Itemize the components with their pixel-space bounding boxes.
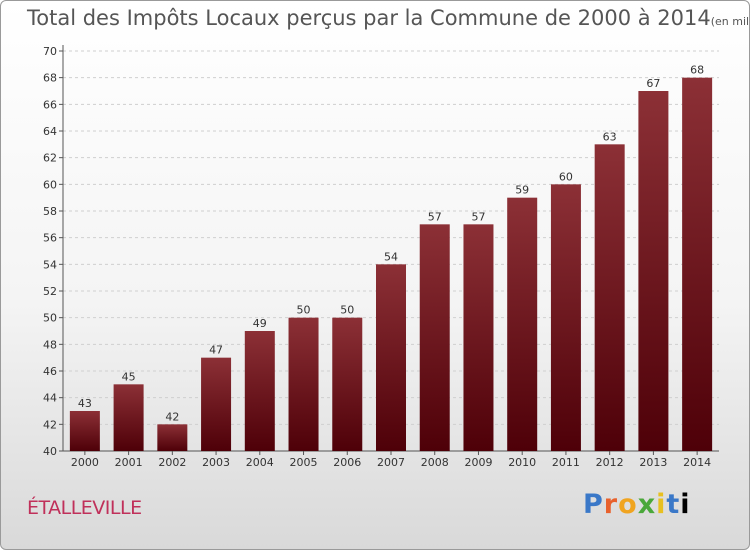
bar-2006	[332, 317, 363, 451]
x-tick-label-2002: 2002	[158, 456, 186, 469]
y-tick-label: 52	[43, 285, 57, 298]
y-tick-label: 48	[43, 338, 57, 351]
bar-2005	[288, 317, 319, 451]
x-tick-label-2011: 2011	[552, 456, 580, 469]
bar-2012	[594, 144, 625, 452]
bar-2007	[376, 264, 406, 451]
data-label-2004: 49	[253, 317, 267, 330]
bar-2010	[507, 197, 538, 451]
y-tick-label: 44	[43, 392, 57, 405]
x-tick-label-2013: 2013	[639, 456, 667, 469]
data-label-2011: 60	[559, 170, 573, 183]
commune-name: ÉTALLEVILLE	[27, 497, 142, 519]
chart-title: Total des Impôts Locaux perçus par la Co…	[27, 6, 750, 30]
bar-2013	[638, 91, 669, 451]
x-tick-label-2007: 2007	[377, 456, 405, 469]
x-tick-label-2010: 2010	[508, 456, 536, 469]
proxiti-logo: Proxiti	[583, 489, 691, 520]
x-tick-label-2009: 2009	[464, 456, 492, 469]
y-tick-label: 56	[43, 232, 57, 245]
bar-2008	[419, 224, 450, 451]
y-tick-label: 60	[43, 178, 57, 191]
y-tick-label: 68	[43, 72, 57, 85]
bar-2003	[201, 357, 232, 451]
data-label-2014: 68	[690, 64, 704, 77]
data-label-2003: 47	[209, 344, 223, 357]
y-tick-label: 64	[43, 125, 57, 138]
y-tick-label: 40	[43, 445, 57, 458]
y-tick-label: 42	[43, 418, 57, 431]
labels: 40 42 44 46 48 50 52 54 56 58 60 62 64 66 68 70 43 2000 45…	[43, 45, 711, 469]
x-tick-label-2005: 2005	[290, 456, 318, 469]
x-tick-label-2012: 2012	[596, 456, 624, 469]
data-label-2006: 50	[340, 304, 354, 317]
y-tick-label: 58	[43, 205, 57, 218]
data-label-2008: 57	[428, 210, 442, 223]
bar-2002	[157, 424, 188, 451]
y-tick-label: 50	[43, 312, 57, 325]
x-tick-label-2000: 2000	[71, 456, 99, 469]
bar-2011	[550, 184, 581, 452]
data-label-2009: 57	[471, 210, 485, 223]
bar-2014	[682, 77, 713, 452]
x-tick-label-2004: 2004	[246, 456, 274, 469]
x-tick-label-2003: 2003	[202, 456, 230, 469]
x-tick-label-2008: 2008	[421, 456, 449, 469]
data-label-2000: 43	[78, 397, 92, 410]
x-tick-label-2014: 2014	[683, 456, 711, 469]
y-tick-label: 66	[43, 98, 57, 111]
chart-title-text: Total des Impôts Locaux perçus par la Co…	[27, 6, 711, 30]
y-tick-label: 70	[43, 45, 57, 58]
data-label-2001: 45	[122, 370, 136, 383]
bar-2009	[463, 224, 494, 451]
bar-2000	[69, 411, 100, 451]
data-label-2010: 59	[515, 184, 529, 197]
data-label-2012: 63	[603, 130, 617, 143]
bar-2004	[244, 331, 275, 451]
y-tick-label: 54	[43, 258, 57, 271]
y-tick-label: 46	[43, 365, 57, 378]
x-tick-label-2006: 2006	[333, 456, 361, 469]
data-label-2002: 42	[165, 410, 179, 423]
bar-2001	[113, 384, 144, 451]
y-tick-label: 62	[43, 152, 57, 165]
data-label-2007: 54	[384, 250, 398, 263]
data-label-2013: 67	[646, 77, 660, 90]
data-label-2005: 50	[297, 304, 311, 317]
x-tick-label-2001: 2001	[115, 456, 143, 469]
bars	[69, 77, 713, 452]
chart-unit-note: (en milliers d'€)	[710, 15, 750, 28]
